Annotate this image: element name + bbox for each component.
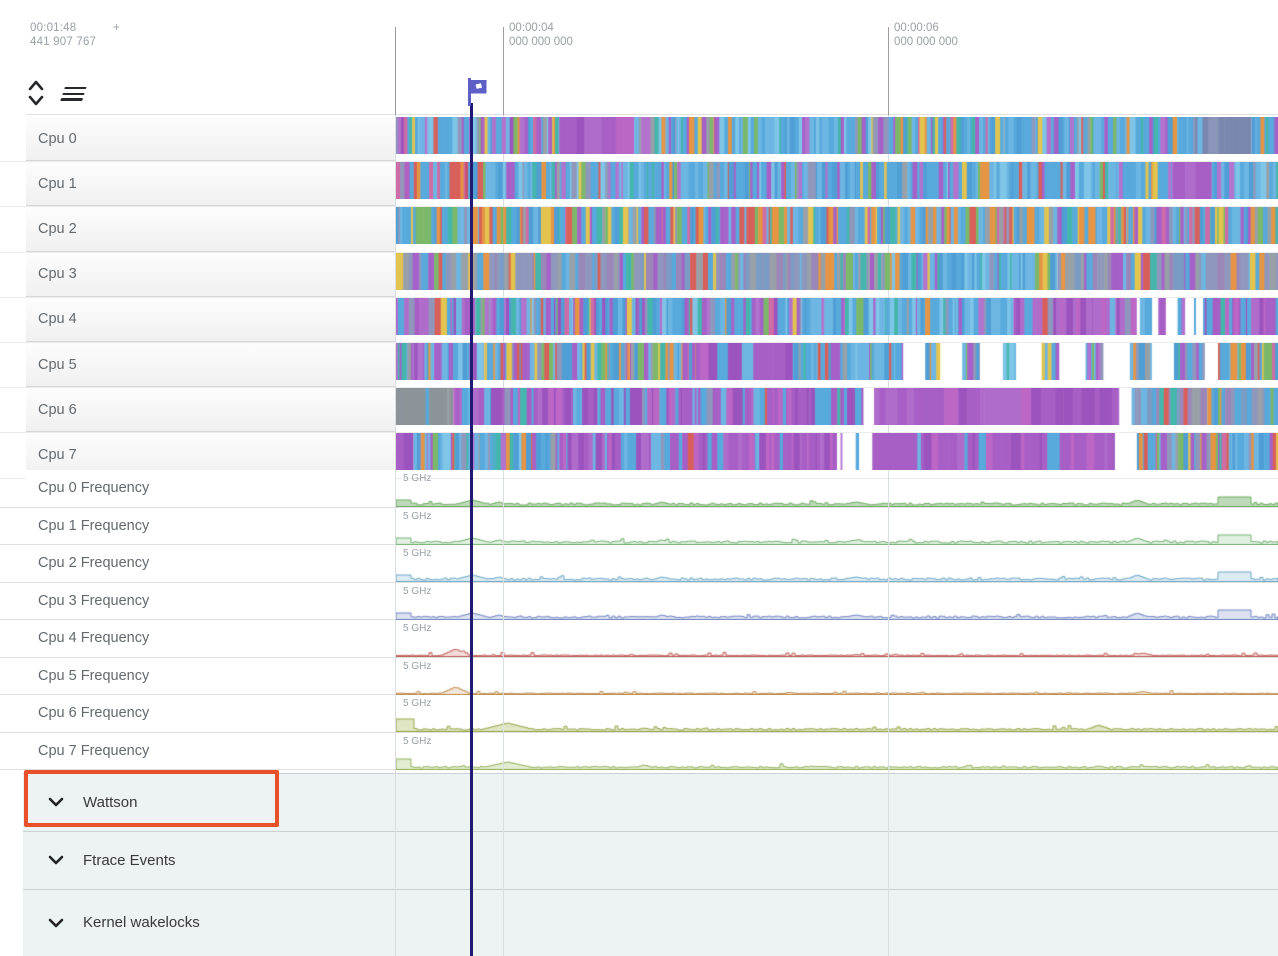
- track-label-cpu-1[interactable]: Cpu 1: [26, 162, 395, 207]
- cpu-7-slices-canvas[interactable]: [396, 433, 1278, 471]
- timeline-gridline: [888, 115, 889, 956]
- freq-scale-label: 5 GHz: [403, 548, 432, 559]
- timeline-marker-line: [470, 103, 473, 956]
- timeline-gridline: [888, 27, 889, 115]
- clock-time: 00:01:48: [30, 22, 77, 34]
- cpu-3-slices-canvas[interactable]: [396, 252, 1278, 290]
- track-label-cpu-0[interactable]: Cpu 0: [26, 117, 395, 162]
- freq-scale-label: 5 GHz: [403, 698, 432, 709]
- track-label-cpu-6[interactable]: Cpu 6: [26, 388, 395, 433]
- freq-track-row: Cpu 1 Frequency 5 GHz: [0, 507, 1278, 545]
- track-label-cpu-5-frequency[interactable]: Cpu 5 Frequency: [26, 657, 395, 694]
- expand-tracks-icon[interactable]: [28, 80, 44, 106]
- track-label-cpu-0-frequency[interactable]: Cpu 0 Frequency: [26, 470, 395, 507]
- flag-marker-icon[interactable]: [467, 78, 493, 106]
- track-label-cpu-3[interactable]: Cpu 3: [26, 252, 395, 297]
- header-divider: [26, 114, 1278, 115]
- freq-track-row: Cpu 6 Frequency 5 GHz: [0, 695, 1278, 733]
- cpu-4-slices-canvas[interactable]: [396, 297, 1278, 335]
- track-label-cpu-4-frequency[interactable]: Cpu 4 Frequency: [26, 620, 395, 657]
- group-row-ftrace-events[interactable]: Ftrace Events: [23, 831, 1278, 889]
- track-label-cpu-5[interactable]: Cpu 5: [26, 343, 395, 388]
- cpu-track-row: Cpu 0: [0, 117, 1278, 163]
- track-label-cpu-3-frequency[interactable]: Cpu 3 Frequency: [26, 582, 395, 619]
- freq-scale-label: 5 GHz: [403, 473, 432, 484]
- cpu-5-slices-canvas[interactable]: [396, 343, 1278, 380]
- group-label: Wattson: [83, 793, 138, 811]
- chevron-down-icon[interactable]: [48, 918, 64, 928]
- timeline-gridline: [503, 115, 504, 956]
- highlight-box: [24, 770, 279, 827]
- cpu-1-slices-canvas[interactable]: [396, 162, 1278, 200]
- group-label: Kernel wakelocks: [83, 914, 200, 932]
- freq-track-row: Cpu 7 Frequency 5 GHz: [0, 732, 1278, 770]
- cpu-6-frequency-canvas[interactable]: [396, 695, 1278, 732]
- chevron-down-icon[interactable]: [48, 855, 64, 865]
- cpu-3-frequency-canvas[interactable]: [396, 582, 1278, 620]
- cpu-2-slices-canvas[interactable]: [396, 207, 1278, 245]
- track-label-cpu-2[interactable]: Cpu 2: [26, 207, 395, 252]
- freq-track-row: Cpu 4 Frequency 5 GHz: [0, 620, 1278, 658]
- track-label-cpu-7-frequency[interactable]: Cpu 7 Frequency: [26, 732, 395, 769]
- timescale-start-time: 00:01:48 + 441 907 767: [30, 22, 120, 49]
- cpu-track-row: Cpu 5: [0, 343, 1278, 389]
- track-label-cpu-4[interactable]: Cpu 4: [26, 297, 395, 342]
- freq-track-row: Cpu 2 Frequency 5 GHz: [0, 545, 1278, 583]
- cpu-track-row: Cpu 4: [0, 297, 1278, 343]
- freq-scale-label: 5 GHz: [403, 735, 432, 747]
- timeline-gridline: [395, 27, 396, 115]
- timeline-gridline: [395, 115, 396, 956]
- cpu-0-slices-canvas[interactable]: [396, 117, 1278, 154]
- freq-track-row: Cpu 0 Frequency 5 GHz: [0, 470, 1278, 508]
- freq-scale-label: 5 GHz: [403, 623, 432, 634]
- cpu-track-row: Cpu 3: [0, 252, 1278, 298]
- track-label-cpu-2-frequency[interactable]: Cpu 2 Frequency: [26, 545, 395, 582]
- freq-scale-label: 5 GHz: [403, 510, 432, 522]
- sort-tracks-icon[interactable]: [59, 87, 87, 104]
- cpu-4-frequency-canvas[interactable]: [396, 620, 1278, 657]
- freq-scale-label: 5 GHz: [403, 660, 432, 672]
- cpu-2-frequency-canvas[interactable]: [396, 545, 1278, 582]
- freq-track-row: Cpu 5 Frequency 5 GHz: [0, 657, 1278, 695]
- group-label: Ftrace Events: [83, 851, 176, 869]
- cpu-track-row: Cpu 1: [0, 162, 1278, 208]
- clock-plus: +: [113, 22, 120, 34]
- cpu-track-row: Cpu 6: [0, 388, 1278, 434]
- cpu-7-frequency-canvas[interactable]: [396, 732, 1278, 770]
- group-row-kernel-wakelocks[interactable]: Kernel wakelocks: [23, 888, 1278, 956]
- time-tick-label: 00:00:06 000 000 000: [894, 22, 958, 48]
- cpu-5-frequency-canvas[interactable]: [396, 657, 1278, 695]
- cpu-6-slices-canvas[interactable]: [396, 388, 1278, 426]
- chevron-down-icon[interactable]: [48, 797, 64, 807]
- cpu-1-frequency-canvas[interactable]: [396, 507, 1278, 545]
- track-label-cpu-1-frequency[interactable]: Cpu 1 Frequency: [26, 507, 395, 544]
- time-tick-label: 00:00:04 000 000 000: [509, 22, 573, 48]
- cpu-track-row: Cpu 2: [0, 207, 1278, 253]
- track-label-cpu-6-frequency[interactable]: Cpu 6 Frequency: [26, 695, 395, 732]
- freq-track-row: Cpu 3 Frequency 5 GHz: [0, 582, 1278, 620]
- freq-scale-label: 5 GHz: [403, 585, 432, 597]
- clock-offset: 441 907 767: [30, 35, 97, 48]
- cpu-0-frequency-canvas[interactable]: [396, 470, 1278, 507]
- group-row-wattson[interactable]: Wattson: [23, 772, 1278, 831]
- timeline-gridline: [503, 27, 504, 115]
